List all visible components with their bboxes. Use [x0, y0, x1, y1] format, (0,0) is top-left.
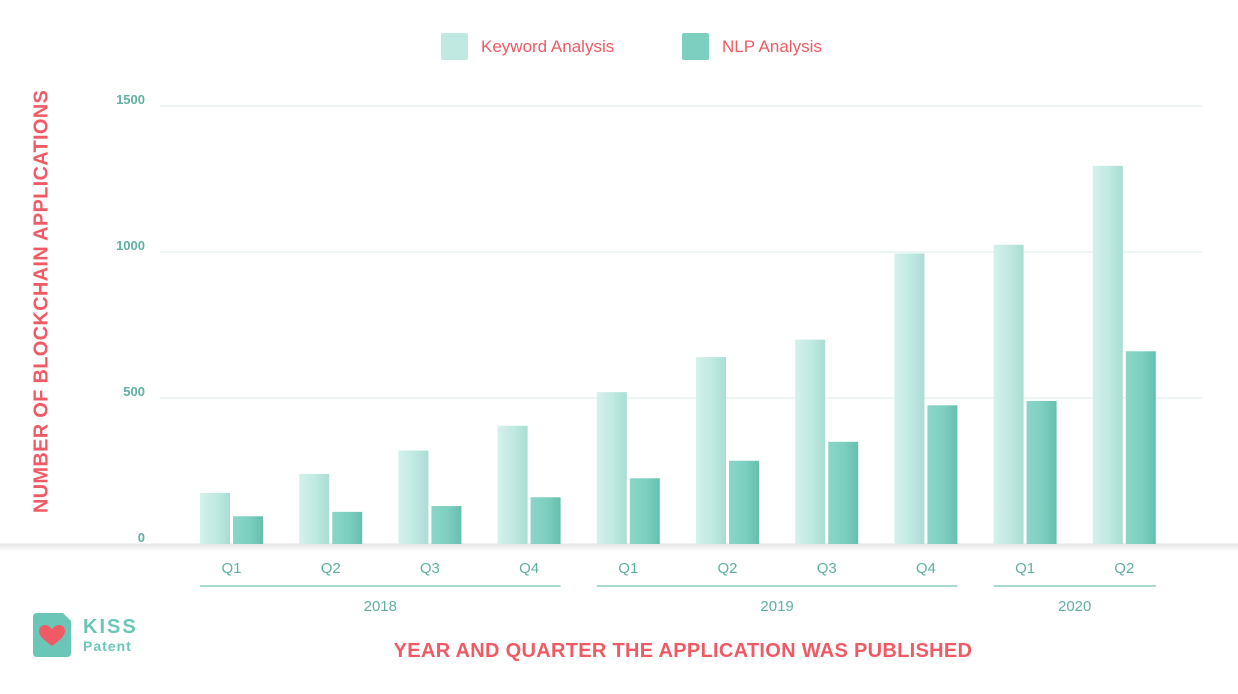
- year-label: 2018: [364, 598, 397, 615]
- y-tick-label: 500: [123, 384, 145, 399]
- year-label: 2019: [760, 598, 793, 615]
- legend-swatch-keyword: [441, 33, 468, 60]
- bar-keyword-analysis[interactable]: [795, 339, 826, 544]
- y-tick-label: 1500: [116, 92, 145, 107]
- legend-swatch-nlp: [682, 33, 709, 60]
- legend: Keyword Analysis NLP Analysis: [0, 33, 1238, 63]
- x-tick-label: Q2: [717, 560, 737, 577]
- x-tick-label: Q2: [321, 560, 341, 577]
- x-tick-label: Q1: [1015, 560, 1035, 577]
- x-tick-label: Q1: [221, 560, 241, 577]
- bar-nlp-analysis[interactable]: [729, 460, 759, 544]
- baseline-shadow: [0, 544, 1238, 552]
- bar-nlp-analysis[interactable]: [233, 516, 263, 544]
- bar-nlp-analysis[interactable]: [629, 478, 660, 544]
- x-tick-label: Q3: [817, 560, 837, 577]
- bars: [200, 165, 1156, 545]
- bar-nlp-analysis[interactable]: [828, 441, 859, 544]
- kiss-patent-logo: KISS Patent: [33, 613, 138, 657]
- bar-keyword-analysis[interactable]: [200, 492, 230, 544]
- legend-label-keyword: Keyword Analysis: [481, 36, 615, 56]
- x-tick-label: Q4: [916, 560, 936, 577]
- bar-keyword-analysis[interactable]: [398, 450, 429, 544]
- bar-keyword-analysis[interactable]: [299, 473, 330, 544]
- y-axis-title: NUMBER OF BLOCKCHAIN APPLICATIONS: [30, 89, 53, 514]
- logo-word-patent: Patent: [83, 638, 132, 654]
- bar-keyword-analysis[interactable]: [596, 392, 627, 544]
- x-tick-label: Q2: [1114, 560, 1134, 577]
- y-tick-label: 0: [138, 530, 145, 545]
- bar-keyword-analysis[interactable]: [696, 357, 726, 544]
- x-tick-label: Q1: [618, 560, 638, 577]
- x-axis-title: YEAR AND QUARTER THE APPLICATION WAS PUB…: [393, 640, 973, 662]
- bar-nlp-analysis[interactable]: [927, 405, 958, 544]
- bar-nlp-analysis[interactable]: [431, 506, 462, 544]
- x-axis-ticks: Q1 Q2 Q3 Q4 Q1 Q2 Q3 Q4 Q1 Q2: [221, 560, 1134, 577]
- bar-keyword-analysis[interactable]: [1092, 165, 1123, 545]
- bar-nlp-analysis[interactable]: [1125, 351, 1156, 544]
- year-label: 2020: [1058, 598, 1091, 615]
- bar-nlp-analysis[interactable]: [1026, 400, 1057, 544]
- bar-nlp-analysis[interactable]: [530, 497, 561, 544]
- bar-keyword-analysis[interactable]: [894, 253, 925, 544]
- bar-keyword-analysis[interactable]: [497, 425, 528, 544]
- legend-label-nlp: NLP Analysis: [722, 36, 822, 56]
- heart-icon: [33, 613, 71, 657]
- bar-nlp-analysis[interactable]: [332, 511, 363, 544]
- legend-item-nlp[interactable]: NLP Analysis: [682, 33, 822, 60]
- logo-word-kiss: KISS: [83, 616, 138, 638]
- legend-item-keyword[interactable]: Keyword Analysis: [441, 33, 614, 60]
- year-groups: 2018 2019 2020: [200, 585, 1156, 615]
- y-tick-label: 1000: [116, 238, 145, 253]
- bar-keyword-analysis[interactable]: [993, 244, 1024, 544]
- x-tick-label: Q4: [519, 560, 539, 577]
- y-axis-ticks: 0 500 1000 1500: [116, 92, 145, 545]
- x-tick-label: Q3: [420, 560, 440, 577]
